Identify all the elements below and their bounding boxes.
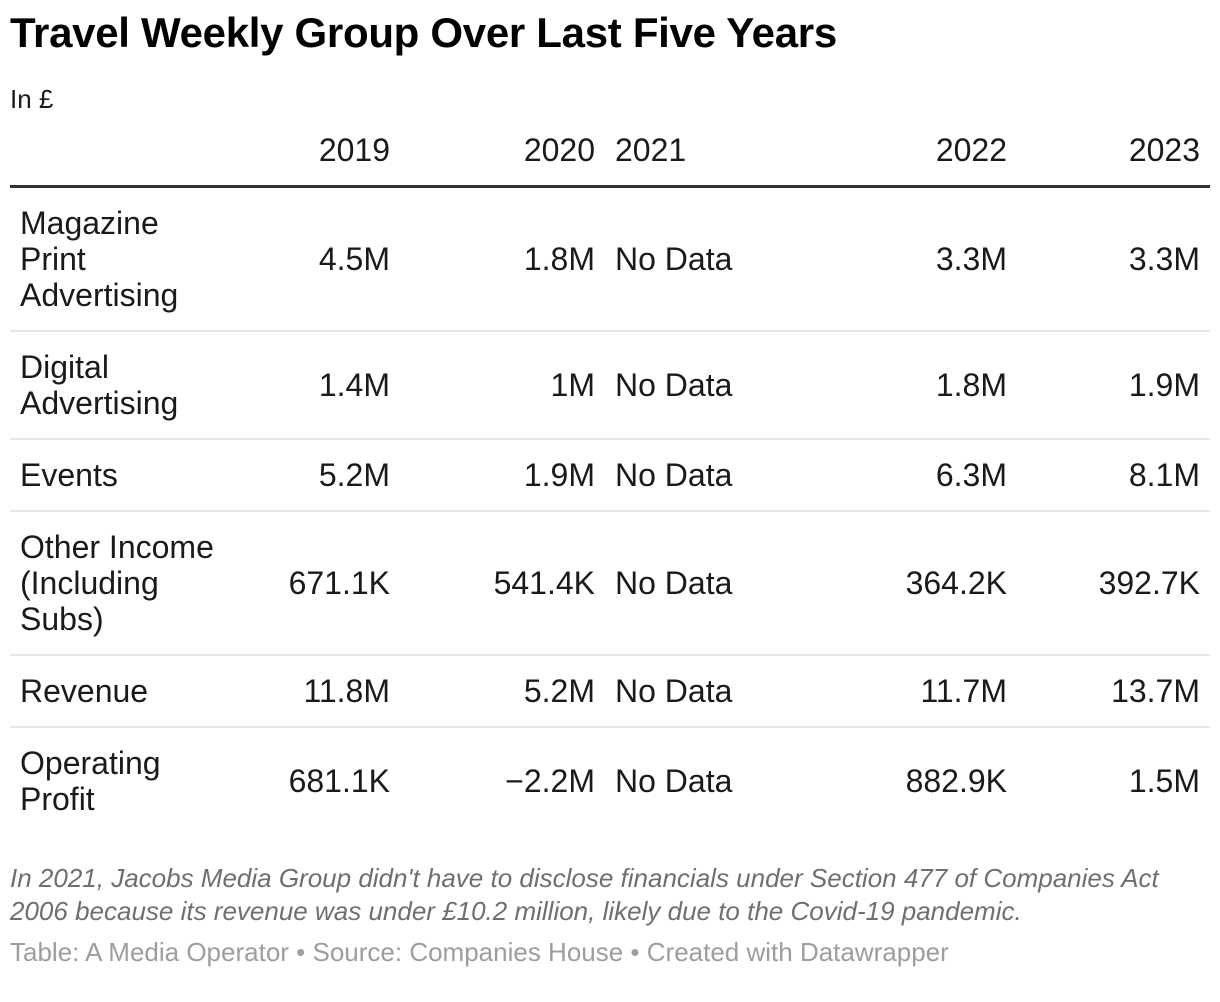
cell-value: 882.9K [905,763,1007,799]
table-credits: Table: A Media Operator • Source: Compan… [10,937,949,967]
cell-value: 1.9M [1017,331,1210,440]
cell-value: 8.1M [1017,439,1210,512]
cell-value: −2.2M [505,763,595,799]
header-row: 2019 2020 2021 2022 2023 [10,115,1210,188]
column-header-2021: 2021 [605,115,855,188]
chart-container: Travel Weekly Group Over Last Five Years… [10,9,1210,967]
cell-value: 1.4M [235,331,400,440]
table-row: Magazine Print Advertising 4.5M 1.8M No … [10,186,1210,332]
table-row: Other Income (Including Subs) 671.1K 541… [10,511,1210,656]
cell-value: 6.3M [855,439,1017,512]
cell-value: 5.2M [400,655,605,728]
cell-value: 4.5M [235,186,400,332]
cell-value: 541.4K [400,511,605,656]
column-header-2020: 2020 [400,115,605,188]
financial-table: 2019 2020 2021 2022 2023 Magazine Print … [10,115,1210,834]
column-header-2019: 2019 [235,115,400,188]
cell-value: No Data [615,763,733,799]
page-title: Travel Weekly Group Over Last Five Years [10,9,837,56]
cell-value: 5.2M [235,439,400,512]
table-row: Revenue 11.8M 5.2M No Data 11.7M 13.7M [10,655,1210,728]
column-header-2023: 2023 [1017,115,1210,188]
row-label: Other Income (Including Subs) [10,511,235,656]
cell-value: No Data [605,655,855,728]
row-label: Digital Advertising [10,331,235,440]
cell-value: No Data [605,186,855,332]
cell-value: 364.2K [855,511,1017,656]
cell-value: 11.7M [855,655,1017,728]
table-footnote: In 2021, Jacobs Media Group didn't have … [10,863,1159,926]
cell-value: 1.8M [855,331,1017,440]
cell-value: No Data [605,439,855,512]
row-label: Revenue [10,655,235,728]
cell-value: 671.1K [235,511,400,656]
column-header-2022: 2022 [855,115,1017,188]
cell-value: 1.5M [1128,763,1200,799]
cell-value: 3.3M [1017,186,1210,332]
row-label: Magazine Print Advertising [10,186,235,332]
row-label: Operating Profit [20,745,161,817]
row-label: Events [10,439,235,512]
cell-value: 1.9M [400,439,605,512]
table-row: Operating Profit 681.1K −2.2M No Data 88… [10,727,1210,834]
cell-value: 1.8M [400,186,605,332]
cell-value: No Data [605,511,855,656]
cell-value: 11.8M [235,655,400,728]
corner-header-blank [10,115,235,188]
table-row: Digital Advertising 1.4M 1M No Data 1.8M… [10,331,1210,440]
cell-value: 1M [400,331,605,440]
page-subtitle: In £ [10,84,54,114]
table-row: Events 5.2M 1.9M No Data 6.3M 8.1M [10,439,1210,512]
cell-value: No Data [605,331,855,440]
cell-value: 392.7K [1017,511,1210,656]
cell-value: 681.1K [288,763,390,799]
cell-value: 13.7M [1017,655,1210,728]
cell-value: 3.3M [855,186,1017,332]
